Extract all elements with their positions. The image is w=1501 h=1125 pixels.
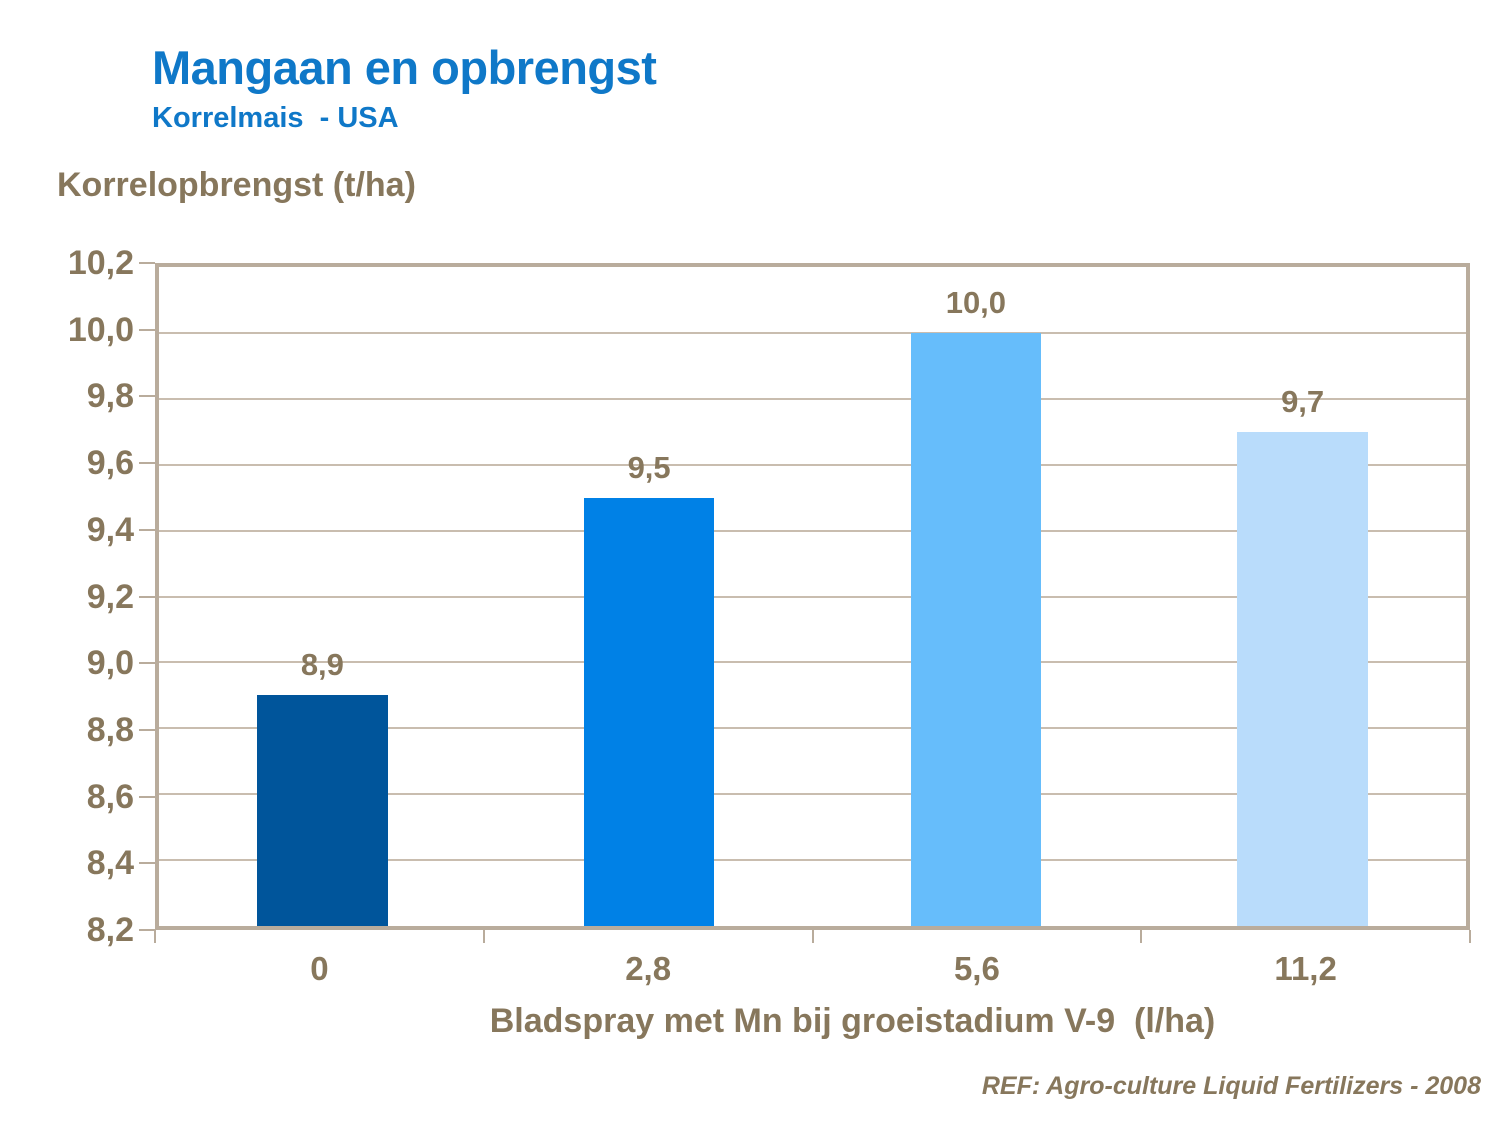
y-tick-mark [139,262,155,264]
y-tick-label: 9,8 [86,377,134,416]
x-tick-label: 0 [310,950,329,987]
y-tick-mark [139,462,155,465]
bar-value-label: 9,7 [1281,383,1325,419]
x-tick-mark [154,930,156,943]
bar-11,2 [1237,431,1368,926]
x-tick-mark [811,930,814,943]
bar-value-label: 10,0 [945,284,1007,320]
x-axis-title: Bladspray met Mn bij groeistadium V-9 (l… [489,1002,1216,1040]
y-axis-title: Korrelopbrengst (t/ha) [57,166,416,204]
bar-value-label: 8,9 [300,647,344,683]
x-tick-mark [1140,930,1143,943]
y-tick-mark [139,662,155,665]
y-tick-mark [139,395,155,398]
gridline [159,661,1466,664]
x-axis-tick-marks [154,930,1471,943]
x-tick-label: 11,2 [1274,950,1337,987]
gridline [159,331,1466,334]
y-axis-tick-marks [139,262,155,931]
y-tick-label: 9,4 [86,510,134,549]
y-tick-label: 8,2 [86,911,134,949]
plot-area: 8,9 9,5 10,0 9,7 [155,263,1470,930]
bar-0 [257,695,388,926]
y-tick-label: 9,2 [86,577,134,616]
gridline [159,859,1466,862]
gridline [159,397,1466,400]
bar-value-label: 9,5 [627,449,671,485]
y-tick-label: 9,0 [86,644,134,683]
y-axis-tick-labels: 8,2 8,4 8,6 8,8 9,0 9,2 9,4 9,6 9,8 10,0 10,2 [0,246,134,947]
chart-subtitle: Korrelmais - USA [152,102,399,134]
y-tick-mark [139,328,155,331]
x-tick-mark [1469,930,1471,943]
x-tick-label: 2,8 [625,950,672,987]
y-tick-label: 9,6 [86,444,134,483]
y-tick-mark [139,929,155,931]
y-tick-label: 8,4 [86,844,134,883]
gridline [159,529,1466,532]
x-tick-label: 5,6 [953,950,1000,987]
x-axis-tick-labels: 0 2,8 5,6 11,2 [155,950,1470,994]
x-tick-mark [482,930,485,943]
y-tick-label: 8,6 [86,777,134,816]
y-tick-mark [139,528,155,531]
y-tick-mark [139,795,155,798]
reference-note: REF: Agro-culture Liquid Fertilizers - 2… [981,1072,1481,1100]
gridline [159,793,1466,796]
y-tick-mark [139,728,155,731]
bar-2,8 [583,497,715,926]
gridline [159,463,1466,466]
y-tick-label: 10,0 [67,310,134,349]
bar-5,6 [910,332,1042,926]
y-tick-label: 10,2 [67,244,134,282]
y-tick-mark [139,862,155,865]
gridline [159,595,1466,598]
chart-title: Mangaan en opbrengst [152,41,657,94]
y-tick-label: 8,8 [86,710,134,749]
y-tick-mark [139,595,155,598]
gridline [159,727,1466,730]
